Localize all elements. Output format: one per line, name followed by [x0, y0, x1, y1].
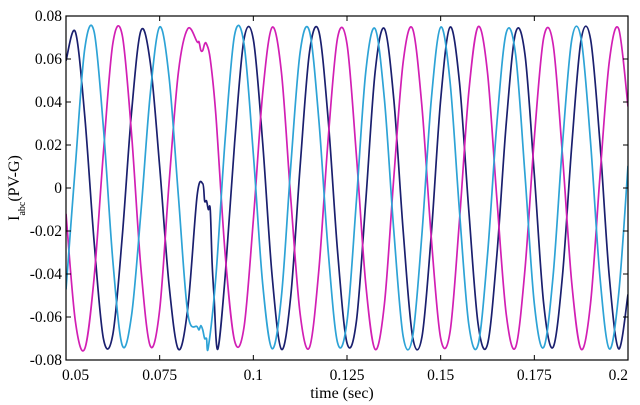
- x-tick-label: 0.1: [244, 367, 263, 384]
- y-tick-label: -0.02: [30, 223, 62, 240]
- y-tick-label: -0.06: [30, 309, 63, 326]
- y-tick-label: 0: [54, 180, 62, 197]
- series-layer: [66, 24, 628, 352]
- y-axis-label: Iabc(PV-G): [6, 155, 28, 221]
- y-tick-label: 0.02: [35, 137, 62, 154]
- x-tick-label: 0.05: [62, 367, 89, 384]
- series-line-3: [66, 24, 628, 352]
- x-tick-label: 0.175: [517, 367, 552, 384]
- y-tick-label: 0.04: [35, 94, 62, 111]
- x-tick-label: 0.15: [427, 367, 454, 384]
- y-tick-label: 0.06: [35, 51, 62, 68]
- series-line-1: [66, 25, 628, 351]
- x-tick-label: 0.075: [142, 367, 177, 384]
- y-tick-label: -0.08: [30, 352, 63, 369]
- y-tick-label: 0.08: [35, 8, 62, 25]
- x-axis-label: time (sec): [310, 385, 374, 402]
- y-axis-label-suffix: (PV-G): [6, 155, 23, 202]
- ticks-layer: 0.05 0.075 0.1 0.125 0.15 0.175 0.2 0.08 0.06 0.0…: [30, 8, 629, 384]
- x-tick-label: 0.125: [330, 367, 365, 384]
- x-tick-label: 0.2: [609, 367, 628, 384]
- y-tick-label: -0.04: [30, 266, 63, 283]
- y-axis-label-subscript: abc: [17, 201, 28, 215]
- y-axis-label-main: I: [6, 216, 23, 221]
